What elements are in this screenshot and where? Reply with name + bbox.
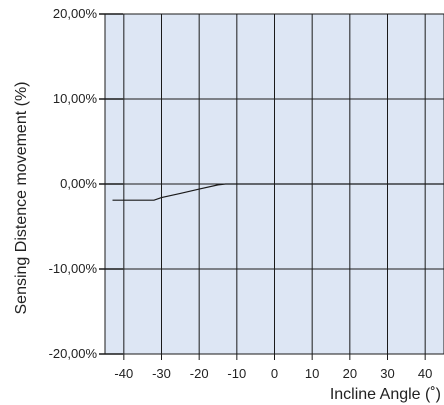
x-tick-label: 0 [271, 366, 278, 381]
y-tick-label: -20,00% [49, 346, 98, 361]
y-axis-label: Sensing Distence movement (%) [13, 82, 30, 315]
y-tick-label: 10,00% [53, 91, 98, 106]
x-axis-label: Incline Angle (˚) [330, 386, 441, 403]
y-tick-label: 0,00% [60, 176, 97, 191]
x-tick-label: -40 [114, 366, 133, 381]
x-tick-label: -30 [152, 366, 171, 381]
x-tick-labels: -40 -30 -20 -10 0 10 20 30 40 [114, 366, 432, 381]
x-tick-label: -20 [190, 366, 209, 381]
x-tick-label: 40 [418, 366, 432, 381]
x-tick-label: 30 [380, 366, 394, 381]
x-tick-label: 20 [343, 366, 357, 381]
y-tick-label: -10,00% [49, 261, 98, 276]
y-tick-labels: 20,00% 10,00% 0,00% -10,00% -20,00% [49, 6, 98, 361]
series-layer [112, 183, 444, 201]
y-tick-label: 20,00% [53, 6, 98, 21]
series-line [112, 183, 444, 201]
x-tick-label: 10 [305, 366, 319, 381]
x-tick-label: -10 [227, 366, 246, 381]
